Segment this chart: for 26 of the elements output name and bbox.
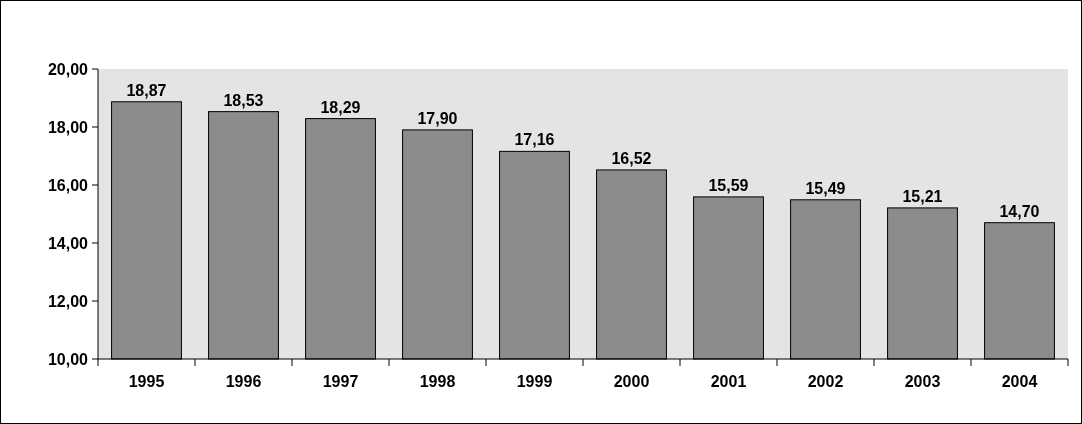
y-tick-label: 14,00	[47, 234, 89, 252]
data-label: 15,49	[805, 179, 846, 197]
data-label: 17,90	[417, 109, 458, 127]
x-tick-label: 1998	[419, 373, 456, 390]
x-tick-label: 2004	[1001, 373, 1038, 390]
x-tick-label: 1999	[516, 373, 553, 390]
x-tick-label: 1997	[322, 373, 359, 390]
x-tick-label: 2002	[807, 373, 844, 390]
x-tick-label: 2000	[613, 373, 650, 390]
data-label: 16,52	[611, 149, 652, 167]
y-tick-label: 10,00	[47, 350, 89, 368]
y-tick-label: 16,00	[47, 176, 89, 194]
x-tick-label: 1996	[225, 373, 262, 390]
y-tick-label: 12,00	[47, 292, 89, 310]
x-tick-label: 2003	[904, 373, 941, 390]
x-tick-label: 1995	[128, 373, 165, 390]
data-label: 17,16	[514, 131, 555, 149]
data-label: 18,53	[223, 91, 264, 109]
data-label: 15,21	[902, 187, 943, 205]
y-tick-label: 18,00	[47, 118, 89, 136]
y-tick-label: 20,00	[47, 60, 89, 78]
data-label: 18,87	[126, 81, 167, 99]
data-label: 15,59	[708, 176, 749, 194]
data-label: 14,70	[999, 202, 1040, 220]
x-tick-label: 2001	[710, 373, 747, 390]
data-label: 18,29	[320, 98, 361, 116]
